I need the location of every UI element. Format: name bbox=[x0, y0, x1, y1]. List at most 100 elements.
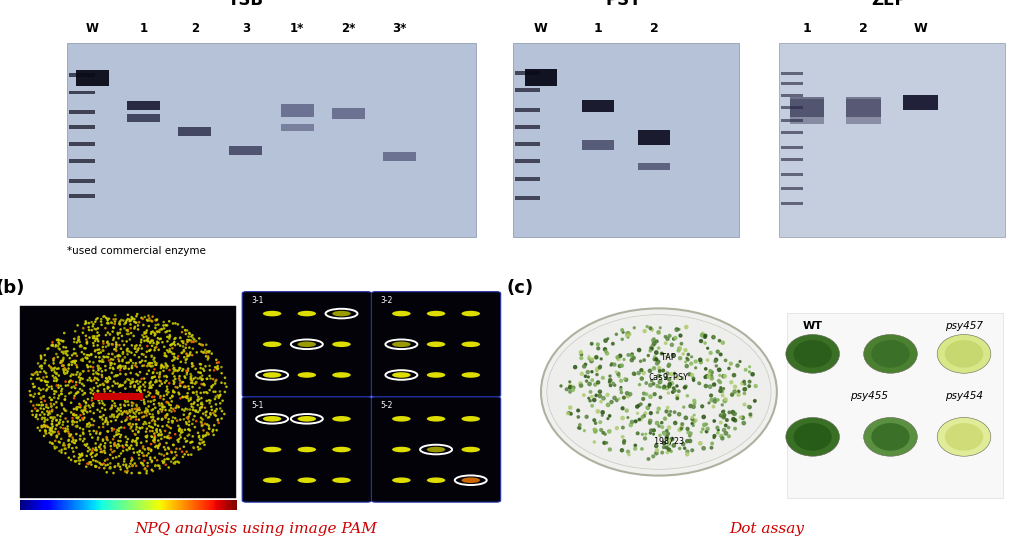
Point bbox=[627, 441, 643, 450]
Point bbox=[107, 431, 124, 439]
Point bbox=[738, 365, 754, 374]
Bar bbox=[781, 187, 803, 191]
Bar bbox=[582, 140, 614, 150]
Point bbox=[103, 404, 120, 413]
Point bbox=[55, 337, 72, 345]
Point bbox=[153, 415, 170, 424]
Point bbox=[59, 422, 76, 431]
Point bbox=[124, 422, 140, 431]
Text: PSY: PSY bbox=[606, 0, 641, 9]
Point bbox=[101, 314, 118, 323]
Point bbox=[192, 435, 209, 444]
Point bbox=[181, 417, 197, 426]
Point bbox=[175, 378, 191, 387]
Point bbox=[573, 381, 589, 390]
Point bbox=[217, 379, 233, 388]
Point bbox=[32, 368, 48, 376]
Point bbox=[174, 428, 190, 437]
Point bbox=[102, 387, 119, 395]
Point bbox=[90, 387, 106, 395]
Point bbox=[742, 363, 758, 371]
Point bbox=[657, 414, 673, 423]
Ellipse shape bbox=[298, 311, 316, 317]
Text: 5-2: 5-2 bbox=[381, 401, 393, 411]
Point bbox=[113, 400, 129, 409]
Point bbox=[198, 349, 215, 357]
Point bbox=[649, 449, 665, 458]
Point bbox=[59, 347, 76, 356]
Point bbox=[676, 444, 693, 452]
Point bbox=[98, 314, 115, 323]
Point bbox=[79, 440, 95, 449]
Point bbox=[586, 438, 603, 446]
Point bbox=[66, 439, 83, 447]
Point bbox=[141, 314, 158, 323]
Point bbox=[132, 394, 148, 402]
Point bbox=[108, 413, 125, 421]
Point bbox=[201, 413, 217, 421]
Point bbox=[183, 374, 199, 383]
Point bbox=[143, 447, 160, 456]
Point bbox=[151, 326, 168, 334]
Point bbox=[566, 383, 582, 392]
Point bbox=[162, 401, 178, 409]
Point bbox=[94, 394, 110, 403]
Point bbox=[742, 377, 758, 386]
Point bbox=[141, 361, 158, 370]
Point bbox=[165, 344, 181, 352]
Point bbox=[570, 406, 586, 415]
Point bbox=[129, 405, 145, 413]
Point bbox=[116, 340, 132, 349]
Point bbox=[603, 361, 619, 369]
Point bbox=[199, 375, 216, 383]
Point bbox=[96, 387, 113, 396]
Point bbox=[607, 360, 623, 369]
Point bbox=[102, 412, 119, 421]
Point bbox=[137, 408, 153, 416]
Point bbox=[129, 434, 145, 443]
Point bbox=[32, 362, 48, 371]
Point bbox=[142, 337, 159, 346]
Point bbox=[121, 358, 137, 367]
Point bbox=[68, 422, 84, 431]
Point bbox=[118, 397, 134, 406]
Ellipse shape bbox=[461, 416, 480, 421]
Point bbox=[167, 453, 183, 462]
Point bbox=[32, 411, 48, 419]
Point bbox=[129, 310, 145, 318]
Point bbox=[159, 327, 175, 336]
Point bbox=[143, 317, 160, 325]
Ellipse shape bbox=[461, 372, 480, 378]
Bar bbox=[280, 104, 314, 117]
Bar bbox=[781, 131, 803, 134]
Ellipse shape bbox=[332, 342, 351, 347]
Text: psy455: psy455 bbox=[850, 391, 888, 401]
Point bbox=[144, 457, 161, 465]
Point bbox=[617, 375, 633, 383]
Point bbox=[39, 381, 55, 389]
Point bbox=[52, 412, 69, 421]
Point bbox=[102, 358, 119, 367]
Point bbox=[193, 420, 210, 428]
Point bbox=[703, 391, 719, 400]
Point bbox=[198, 396, 215, 405]
Point bbox=[45, 364, 61, 373]
Point bbox=[79, 351, 95, 359]
Point bbox=[64, 420, 81, 429]
Point bbox=[201, 348, 217, 357]
Point bbox=[158, 362, 174, 370]
Point bbox=[182, 370, 198, 378]
Point bbox=[599, 390, 616, 399]
Point bbox=[124, 378, 140, 387]
Point bbox=[132, 387, 148, 395]
Point bbox=[57, 449, 74, 458]
Point bbox=[143, 413, 160, 421]
Point bbox=[150, 421, 167, 430]
Point bbox=[99, 455, 116, 464]
Point bbox=[144, 312, 161, 321]
Point bbox=[745, 370, 761, 378]
Point bbox=[24, 370, 40, 379]
Point bbox=[124, 398, 140, 407]
Point bbox=[208, 356, 224, 364]
Point bbox=[708, 362, 724, 370]
